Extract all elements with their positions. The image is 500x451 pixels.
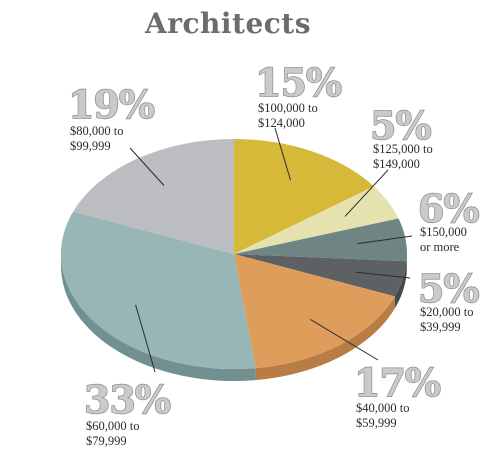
slice-category-label: $149,000 xyxy=(373,157,420,171)
chart-title: Architects xyxy=(144,7,311,40)
slice-category-label: or more xyxy=(420,240,460,254)
slice-category-label: $39,999 xyxy=(420,320,461,334)
slice-category-label: $79,999 xyxy=(86,434,127,448)
slice-percent-label: 17% xyxy=(354,360,441,405)
leader-lines xyxy=(129,127,413,373)
slice-percent-label: 15% xyxy=(255,60,342,105)
pie-slice xyxy=(73,139,234,254)
slice-label-group: 6% $150,000 or more xyxy=(417,185,481,254)
slice-label-group: 19% $80,000 to $99,999 xyxy=(67,81,156,153)
slice-label-group: 17% $40,000 to $59,999 xyxy=(353,359,442,430)
leader-line xyxy=(357,235,413,245)
slice-category-label: $125,000 to xyxy=(373,142,433,156)
slice-category-label: $150,000 xyxy=(420,225,467,239)
pie-slice xyxy=(234,254,395,369)
slice-percent-label: 19% xyxy=(68,82,155,127)
slice-percent-label: 6% xyxy=(418,186,479,231)
slice-category-label: $60,000 to xyxy=(86,419,139,433)
pie-slice-side xyxy=(394,261,407,309)
slice-label-group: 5% $125,000 to $149,000 xyxy=(369,102,433,171)
slice-labels: 15% $100,000 to $124,000 5% $125,000 to … xyxy=(67,59,481,448)
slice-label-group: 33% $60,000 to $79,999 xyxy=(83,376,172,448)
slice-percent-label: 5% xyxy=(370,103,431,148)
pie-slices xyxy=(61,139,408,369)
slice-category-label: $100,000 to xyxy=(258,101,318,115)
slice-label-group: 15% $100,000 to $124,000 xyxy=(254,59,343,130)
pie-slice xyxy=(234,254,407,297)
leader-line xyxy=(135,304,156,373)
leader-line xyxy=(129,147,165,186)
leader-line xyxy=(355,271,411,279)
pie-slice xyxy=(234,139,374,254)
pie-slice-side xyxy=(255,296,395,381)
pie-slice xyxy=(61,211,256,369)
slice-percent-label: 5% xyxy=(418,266,479,311)
leader-line xyxy=(274,127,292,181)
slice-category-label: $40,000 to xyxy=(356,401,409,415)
slice-category-label: $99,999 xyxy=(70,139,111,153)
slice-category-label: $80,000 to xyxy=(70,124,123,138)
slice-category-label: $124,000 xyxy=(258,116,305,130)
leader-line xyxy=(344,169,389,217)
pie-3d-sides xyxy=(61,254,407,382)
slice-percent-label: 33% xyxy=(84,377,171,422)
pie-slice xyxy=(234,218,408,262)
slice-category-label: $59,999 xyxy=(356,416,397,430)
slice-category-label: $20,000 to xyxy=(420,305,473,319)
slice-label-group: 5% $20,000 to $39,999 xyxy=(417,265,481,334)
leader-line xyxy=(310,318,379,361)
